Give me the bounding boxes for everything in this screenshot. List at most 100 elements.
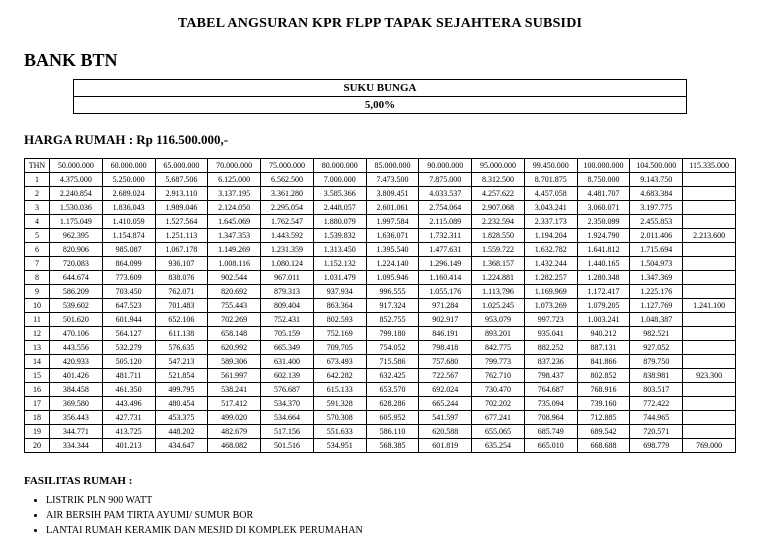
cell-value: 591.328	[313, 397, 366, 411]
cell-value: 1.539.832	[313, 229, 366, 243]
cell-value: 802.593	[313, 313, 366, 327]
cell-value: 534.370	[261, 397, 314, 411]
cell-value: 3.137.195	[208, 187, 261, 201]
cell-value: 1.347.353	[208, 229, 261, 243]
cell-value: 1.347.369	[630, 271, 683, 285]
col-header: 60.000.000	[102, 159, 155, 173]
cell-value: 752.431	[261, 313, 314, 327]
table-row: 14.375.0005.250.0005.687.5066.125.0006.5…	[25, 173, 736, 187]
cell-value	[683, 327, 736, 341]
cell-value: 517.156	[261, 425, 314, 439]
cell-value: 1.031.479	[313, 271, 366, 285]
cell-value: 935.041	[524, 327, 577, 341]
cell-value: 1.530.036	[50, 201, 103, 215]
table-row: 11501.620601.944652.106702.269752.431802…	[25, 313, 736, 327]
cell-value: 744.965	[630, 411, 683, 425]
cell-value: 655.065	[472, 425, 525, 439]
table-row: 7720.083864.099936.1071.008.1161.080.124…	[25, 257, 736, 271]
cell-thn: 16	[25, 383, 50, 397]
cell-value: 802.852	[577, 369, 630, 383]
cell-value: 838.981	[630, 369, 683, 383]
table-row: 13443.556532.279576.635620.992665.349709…	[25, 341, 736, 355]
cell-value: 2.011.406	[630, 229, 683, 243]
cell-value: 1.224.881	[472, 271, 525, 285]
cell-value: 4.683.384	[630, 187, 683, 201]
cell-value: 1.067.178	[155, 243, 208, 257]
cell-value: 705.159	[261, 327, 314, 341]
cell-value: 841.866	[577, 355, 630, 369]
cell-value: 647.523	[102, 299, 155, 313]
cell-value: 755.443	[208, 299, 261, 313]
cell-value: 635.254	[472, 439, 525, 453]
cell-value: 589.306	[208, 355, 261, 369]
cell-value: 534.664	[261, 411, 314, 425]
cell-value: 668.688	[577, 439, 630, 453]
cell-value: 1.762.547	[261, 215, 314, 229]
cell-value: 8.312.500	[472, 173, 525, 187]
cell-value: 768.916	[577, 383, 630, 397]
cell-value: 1.313.450	[313, 243, 366, 257]
cell-value: 1.732.311	[419, 229, 472, 243]
cell-value: 3.197.775	[630, 201, 683, 215]
table-row: 20334.344401.213434.647468.082501.516534…	[25, 439, 736, 453]
cell-value: 864.099	[102, 257, 155, 271]
cell-value: 838.076	[155, 271, 208, 285]
cell-value: 532.279	[102, 341, 155, 355]
cell-value: 1.715.694	[630, 243, 683, 257]
cell-value: 722.567	[419, 369, 472, 383]
cell-value: 953.079	[472, 313, 525, 327]
cell-value: 7.473.500	[366, 173, 419, 187]
cell-value: 769.000	[683, 439, 736, 453]
cell-value: 1.079.205	[577, 299, 630, 313]
cell-value: 1.003.241	[577, 313, 630, 327]
cell-value: 461.350	[102, 383, 155, 397]
cell-thn: 5	[25, 229, 50, 243]
cell-value	[683, 285, 736, 299]
cell-value	[683, 313, 736, 327]
cell-value: 3.809.451	[366, 187, 419, 201]
cell-value: 1.008.116	[208, 257, 261, 271]
cell-value: 2.240.854	[50, 187, 103, 201]
cell-value: 762.710	[472, 369, 525, 383]
cell-value: 642.282	[313, 369, 366, 383]
cell-value: 665.010	[524, 439, 577, 453]
cell-value: 665.244	[419, 397, 472, 411]
cell-value: 879.750	[630, 355, 683, 369]
cell-value: 1.154.874	[102, 229, 155, 243]
cell-value: 962.395	[50, 229, 103, 243]
cell-value: 2.448.057	[313, 201, 366, 215]
cell-value: 852.755	[366, 313, 419, 327]
cell-value: 499.795	[155, 383, 208, 397]
cell-value: 730.470	[472, 383, 525, 397]
cell-value: 715.586	[366, 355, 419, 369]
cell-thn: 4	[25, 215, 50, 229]
cell-value: 570.308	[313, 411, 366, 425]
cell-value: 1.225.176	[630, 285, 683, 299]
cell-value: 1.025.245	[472, 299, 525, 313]
table-row: 41.175.0491.410.0591.527.5641.645.0691.7…	[25, 215, 736, 229]
cell-value: 620.588	[419, 425, 472, 439]
cell-value: 521.854	[155, 369, 208, 383]
cell-value: 1.080.124	[261, 257, 314, 271]
cell-value: 369.580	[50, 397, 103, 411]
cell-value: 4.257.622	[472, 187, 525, 201]
cell-value: 628.286	[366, 397, 419, 411]
cell-value: 356.443	[50, 411, 103, 425]
cell-thn: 17	[25, 397, 50, 411]
cell-thn: 13	[25, 341, 50, 355]
cell-value: 937.934	[313, 285, 366, 299]
document-title: TABEL ANGSURAN KPR FLPP TAPAK SEJAHTERA …	[24, 16, 736, 32]
cell-value	[683, 243, 736, 257]
cell-value: 1.149.269	[208, 243, 261, 257]
cell-value: 665.349	[261, 341, 314, 355]
cell-value: 1.175.049	[50, 215, 103, 229]
cell-value: 601.819	[419, 439, 472, 453]
cell-value: 720.083	[50, 257, 103, 271]
cell-value: 586.110	[366, 425, 419, 439]
cell-value: 799.180	[366, 327, 419, 341]
cell-value: 448.202	[155, 425, 208, 439]
cell-value: 401.426	[50, 369, 103, 383]
cell-thn: 10	[25, 299, 50, 313]
cell-value: 8.701.875	[524, 173, 577, 187]
table-row: 5962.3951.154.8741.251.1131.347.3531.443…	[25, 229, 736, 243]
